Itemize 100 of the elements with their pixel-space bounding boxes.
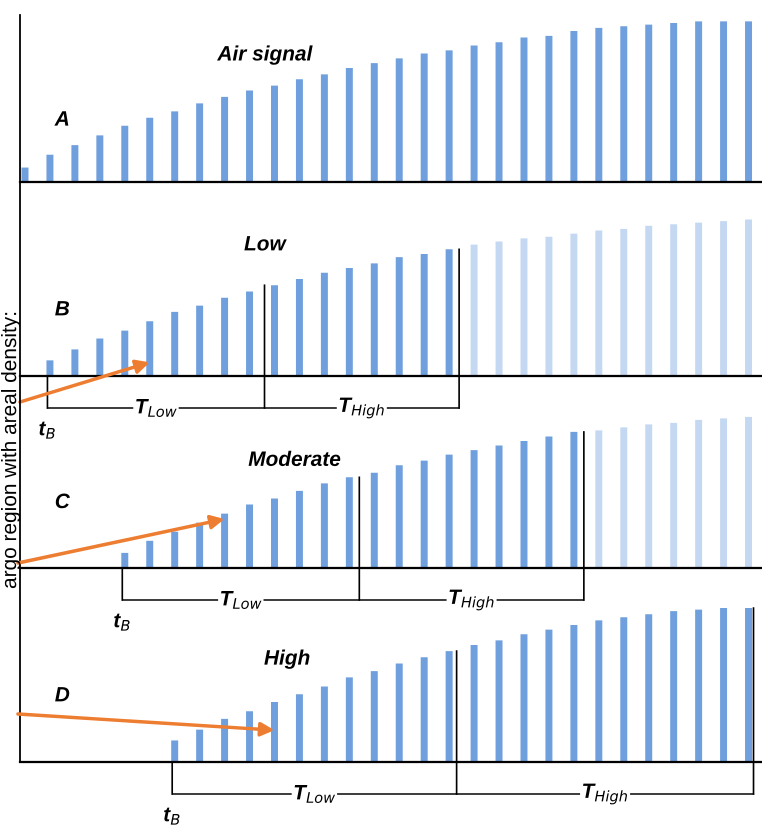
bar <box>645 226 652 376</box>
bar <box>196 730 204 762</box>
bar <box>595 620 602 762</box>
bar <box>470 450 478 568</box>
bar <box>545 236 552 376</box>
bar <box>695 610 702 762</box>
text: Moderate <box>248 450 340 466</box>
y-axis-title: argo region with areal density: <box>1 312 20 588</box>
bar <box>745 416 752 568</box>
bar <box>570 624 578 762</box>
bar <box>545 36 552 182</box>
annotation: T$_{Low}$ <box>221 591 262 609</box>
bar <box>221 96 228 182</box>
annotation: t$_{B}$ <box>39 422 55 439</box>
bar <box>346 268 353 376</box>
bar <box>246 711 254 762</box>
bar <box>720 418 728 568</box>
bar <box>396 465 403 568</box>
bar <box>370 263 378 376</box>
text: Low <box>244 236 287 251</box>
bar <box>720 221 728 376</box>
annotation: B <box>55 301 70 316</box>
bar <box>396 663 403 762</box>
bar <box>121 126 128 182</box>
annotation: A <box>54 111 68 126</box>
bar <box>196 103 204 182</box>
bar <box>121 552 128 568</box>
bar <box>695 420 702 568</box>
bar <box>246 90 254 182</box>
bar <box>21 168 28 182</box>
bar <box>320 686 328 762</box>
bar <box>670 224 678 376</box>
bar <box>346 68 353 182</box>
bar <box>570 432 578 568</box>
bar <box>520 238 528 376</box>
bar <box>720 21 728 182</box>
bar <box>620 228 628 376</box>
bar <box>446 651 453 762</box>
bar <box>320 272 328 376</box>
bar <box>470 46 478 182</box>
bar <box>270 285 278 376</box>
bar <box>470 244 478 376</box>
bar <box>121 330 128 376</box>
bar <box>670 611 678 762</box>
bar <box>146 540 154 568</box>
bar <box>370 671 378 762</box>
bar <box>670 422 678 568</box>
bar <box>96 135 104 182</box>
bar <box>370 472 378 568</box>
bar <box>296 490 303 568</box>
bar <box>296 694 303 762</box>
bar <box>446 50 453 182</box>
bar <box>470 644 478 762</box>
bar <box>221 298 228 376</box>
annotation: D <box>55 687 70 702</box>
bar <box>620 427 628 568</box>
text: T$_{Low}$ <box>294 785 336 803</box>
bar <box>496 42 503 182</box>
bar <box>171 532 178 568</box>
bar <box>71 145 78 182</box>
bar <box>496 446 503 568</box>
bar <box>396 257 403 376</box>
bar <box>520 37 528 182</box>
bar <box>46 360 54 376</box>
bar <box>171 312 178 376</box>
bar <box>420 460 428 568</box>
bar <box>520 634 528 762</box>
bar <box>246 292 254 376</box>
bar <box>270 498 278 568</box>
annotation: t$_{B}$ <box>114 614 130 631</box>
bar <box>645 614 652 762</box>
bar <box>146 118 154 182</box>
bar <box>171 740 178 762</box>
bar <box>570 31 578 182</box>
bar <box>595 430 602 568</box>
text: t$_{B}$ <box>164 808 180 825</box>
text: T$_{High}$ <box>583 784 627 804</box>
bar <box>221 718 228 762</box>
bar <box>420 54 428 182</box>
bar <box>420 657 428 762</box>
bar <box>545 436 552 568</box>
bar <box>296 79 303 182</box>
bar <box>71 349 78 376</box>
bar <box>346 477 353 568</box>
bar <box>196 522 204 568</box>
bar <box>745 21 752 182</box>
bar <box>496 241 503 376</box>
annotation: T$_{High}$ <box>340 398 384 418</box>
bar <box>96 338 104 376</box>
bar <box>670 23 678 182</box>
bar <box>645 24 652 182</box>
bar <box>146 321 154 376</box>
annotation: C <box>56 494 70 508</box>
text: Air signal <box>216 45 313 65</box>
bar <box>221 514 228 568</box>
bar <box>620 617 628 762</box>
bar <box>620 26 628 182</box>
bar <box>545 630 552 762</box>
bar <box>695 21 702 182</box>
bar <box>370 63 378 182</box>
